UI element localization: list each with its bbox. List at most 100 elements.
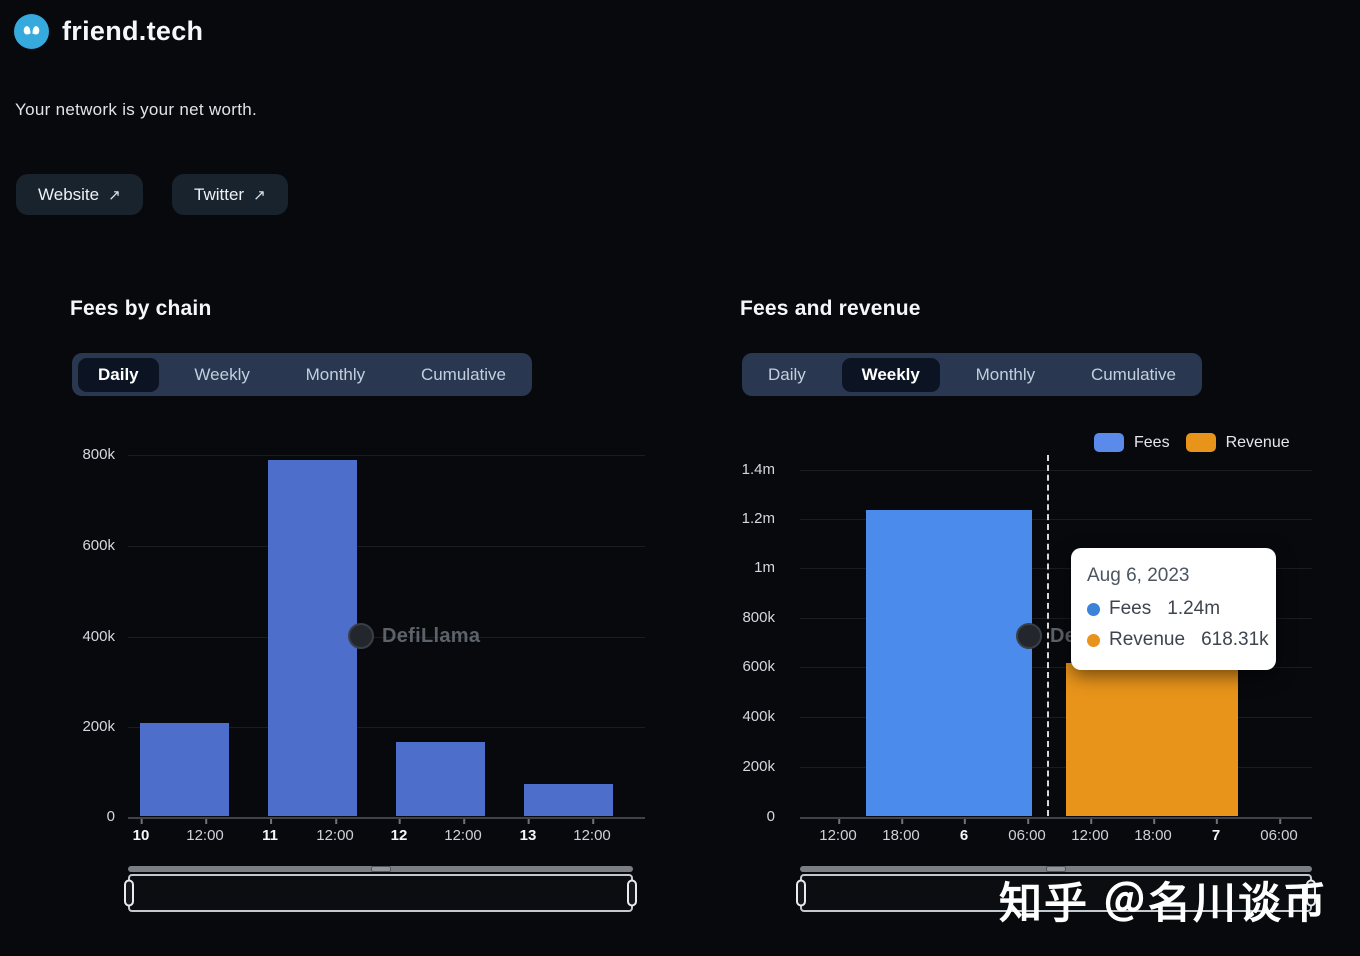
x-tick: 12:00 xyxy=(186,819,224,844)
x-tick: 12:00 xyxy=(573,819,611,844)
x-tick: 12:00 xyxy=(1071,819,1109,844)
slider-window[interactable] xyxy=(124,874,637,912)
tooltip-label: Revenue xyxy=(1109,629,1186,650)
gridline xyxy=(128,727,645,728)
slider-window[interactable] xyxy=(796,874,1316,912)
tab-cumulative[interactable]: Cumulative xyxy=(1090,364,1176,384)
tooltip-row-revenue: Revenue 618.31k xyxy=(1087,629,1269,651)
slider-track[interactable] xyxy=(128,866,633,872)
website-button-label: Website xyxy=(38,184,100,204)
tab-monthly[interactable]: Monthly xyxy=(305,364,366,384)
fees-by-chain-period-tabs: Daily Weekly Monthly Cumulative xyxy=(72,353,532,396)
y-tick: 800k xyxy=(742,609,775,626)
tab-cumulative[interactable]: Cumulative xyxy=(420,364,506,384)
twitter-button[interactable]: Twitter ↗ xyxy=(172,174,288,215)
legend-item-fees[interactable]: Fees xyxy=(1094,433,1170,452)
defillama-logo-icon xyxy=(1016,623,1042,649)
fees-swatch xyxy=(1094,433,1124,452)
fees-by-chain-title: Fees by chain xyxy=(70,297,212,320)
butterfly-icon xyxy=(23,26,40,35)
gridline xyxy=(128,455,645,456)
x-tick: 12 xyxy=(390,819,408,844)
tooltip-date: Aug 6, 2023 xyxy=(1087,565,1190,586)
y-tick: 600k xyxy=(742,658,775,675)
tab-weekly[interactable]: Weekly xyxy=(841,357,940,392)
legend-label: Fees xyxy=(1134,433,1170,451)
gridline xyxy=(128,637,645,638)
legend-item-revenue[interactable]: Revenue xyxy=(1185,433,1290,452)
bar-fees-week[interactable] xyxy=(866,510,1032,816)
fees-dot-icon xyxy=(1087,602,1100,616)
tooltip-value: 1.24m xyxy=(1167,598,1221,619)
gridline xyxy=(800,667,1312,668)
x-tick: 6 xyxy=(959,819,969,844)
x-tick: 18:00 xyxy=(1134,819,1172,844)
x-tick: 12:00 xyxy=(444,819,482,844)
legend-label: Revenue xyxy=(1225,433,1290,451)
tooltip-row-fees: Fees 1.24m xyxy=(1087,598,1260,620)
slider-handle-left[interactable] xyxy=(124,879,134,907)
slider-handle-right[interactable] xyxy=(627,879,637,907)
y-tick: 200k xyxy=(82,718,115,735)
bar-revenue-week[interactable] xyxy=(1066,663,1238,816)
twitter-button-label: Twitter xyxy=(194,184,245,204)
gridline xyxy=(128,546,645,547)
fees-and-revenue-period-tabs: Daily Weekly Monthly Cumulative xyxy=(742,353,1202,396)
left-chart-range-slider xyxy=(124,866,637,912)
slider-track[interactable] xyxy=(800,866,1312,872)
revenue-swatch xyxy=(1185,433,1216,452)
bar-day-11[interactable] xyxy=(268,460,357,816)
y-tick: 0 xyxy=(766,808,775,825)
x-axis-line xyxy=(800,817,1312,819)
y-tick: 600k xyxy=(82,537,115,554)
external-link-icon: ↗ xyxy=(108,186,121,204)
gridline xyxy=(800,717,1312,718)
gridline xyxy=(800,470,1312,471)
revenue-dot-icon xyxy=(1087,633,1100,647)
x-tick: 10 xyxy=(132,819,150,844)
slider-handle-right[interactable] xyxy=(1306,879,1316,907)
tab-daily[interactable]: Daily xyxy=(768,364,806,384)
x-tick: 12:00 xyxy=(819,819,857,844)
x-tick: 06:00 xyxy=(1008,819,1046,844)
tooltip-label: Fees xyxy=(1109,598,1152,619)
x-tick: 13 xyxy=(519,819,537,844)
y-tick: 1.2m xyxy=(741,510,775,527)
friend-tech-logo xyxy=(14,14,49,49)
y-tick: 0 xyxy=(106,808,115,825)
x-tick: 06:00 xyxy=(1260,819,1298,844)
right-chart-range-slider xyxy=(796,866,1316,912)
gridline xyxy=(800,568,1312,569)
fees-and-revenue-plot xyxy=(800,470,1312,816)
slider-grip[interactable] xyxy=(370,866,391,872)
chart-tooltip: Aug 6, 2023 Fees 1.24m Revenue 618.31k xyxy=(1071,548,1276,670)
external-link-icon: ↗ xyxy=(253,186,266,204)
bar-day-13[interactable] xyxy=(524,784,613,816)
y-tick: 400k xyxy=(742,708,775,725)
gridline xyxy=(800,618,1312,619)
slider-handle-left[interactable] xyxy=(796,879,806,907)
bar-day-12[interactable] xyxy=(396,742,485,816)
x-tick: 11 xyxy=(262,819,278,844)
tooltip-value: 618.31k xyxy=(1201,629,1269,650)
y-tick: 1m xyxy=(754,559,775,576)
crosshair-line xyxy=(1047,455,1049,816)
x-tick: 18:00 xyxy=(882,819,920,844)
legend: Fees Revenue xyxy=(1094,433,1290,452)
defillama-watermark: DefiLlama xyxy=(348,623,480,649)
x-axis-line xyxy=(128,817,645,819)
website-button[interactable]: Website ↗ xyxy=(16,174,143,215)
tab-weekly[interactable]: Weekly xyxy=(194,364,250,384)
x-tick: 12:00 xyxy=(316,819,354,844)
page-title: friend.tech xyxy=(62,16,204,46)
slider-grip[interactable] xyxy=(1046,866,1066,872)
tagline: Your network is your net worth. xyxy=(15,100,258,119)
fees-and-revenue-title: Fees and revenue xyxy=(740,297,921,320)
gridline xyxy=(800,767,1312,768)
bar-day-10[interactable] xyxy=(140,723,229,816)
y-tick: 200k xyxy=(742,758,775,775)
fees-by-chain-plot xyxy=(128,455,645,816)
tab-monthly[interactable]: Monthly xyxy=(975,364,1036,384)
y-tick: 400k xyxy=(82,628,115,645)
tab-daily[interactable]: Daily xyxy=(78,357,159,392)
